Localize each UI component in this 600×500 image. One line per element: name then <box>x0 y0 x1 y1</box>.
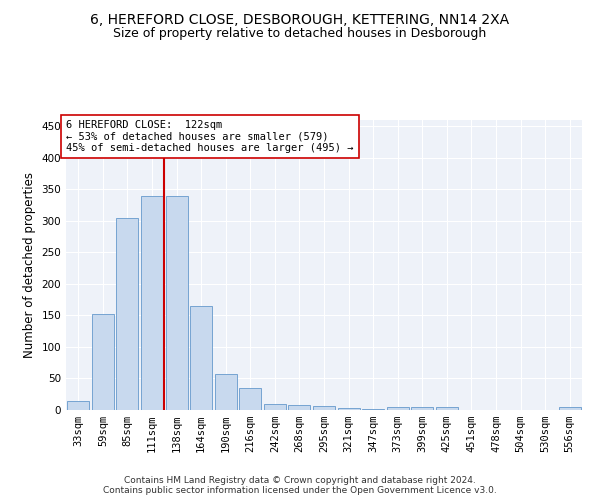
Text: Contains HM Land Registry data © Crown copyright and database right 2024.: Contains HM Land Registry data © Crown c… <box>124 476 476 485</box>
Bar <box>92 314 114 410</box>
Text: 6 HEREFORD CLOSE:  122sqm
← 53% of detached houses are smaller (579)
45% of semi: 6 HEREFORD CLOSE: 122sqm ← 53% of detach… <box>66 120 353 153</box>
Text: Size of property relative to detached houses in Desborough: Size of property relative to detached ho… <box>113 28 487 40</box>
Text: 6, HEREFORD CLOSE, DESBOROUGH, KETTERING, NN14 2XA: 6, HEREFORD CLOSE, DESBOROUGH, KETTERING… <box>91 12 509 26</box>
Bar <box>141 196 163 410</box>
Bar <box>67 400 89 410</box>
Bar <box>190 306 212 410</box>
Bar <box>313 406 335 410</box>
Bar <box>264 404 286 410</box>
Text: Contains public sector information licensed under the Open Government Licence v3: Contains public sector information licen… <box>103 486 497 495</box>
Bar <box>362 408 384 410</box>
Bar <box>289 405 310 410</box>
Bar <box>338 408 359 410</box>
Bar <box>559 407 581 410</box>
Y-axis label: Number of detached properties: Number of detached properties <box>23 172 36 358</box>
Bar <box>436 407 458 410</box>
Bar <box>215 374 237 410</box>
Bar <box>166 196 188 410</box>
Bar <box>411 407 433 410</box>
Bar <box>239 388 262 410</box>
Bar <box>386 407 409 410</box>
Bar <box>116 218 139 410</box>
